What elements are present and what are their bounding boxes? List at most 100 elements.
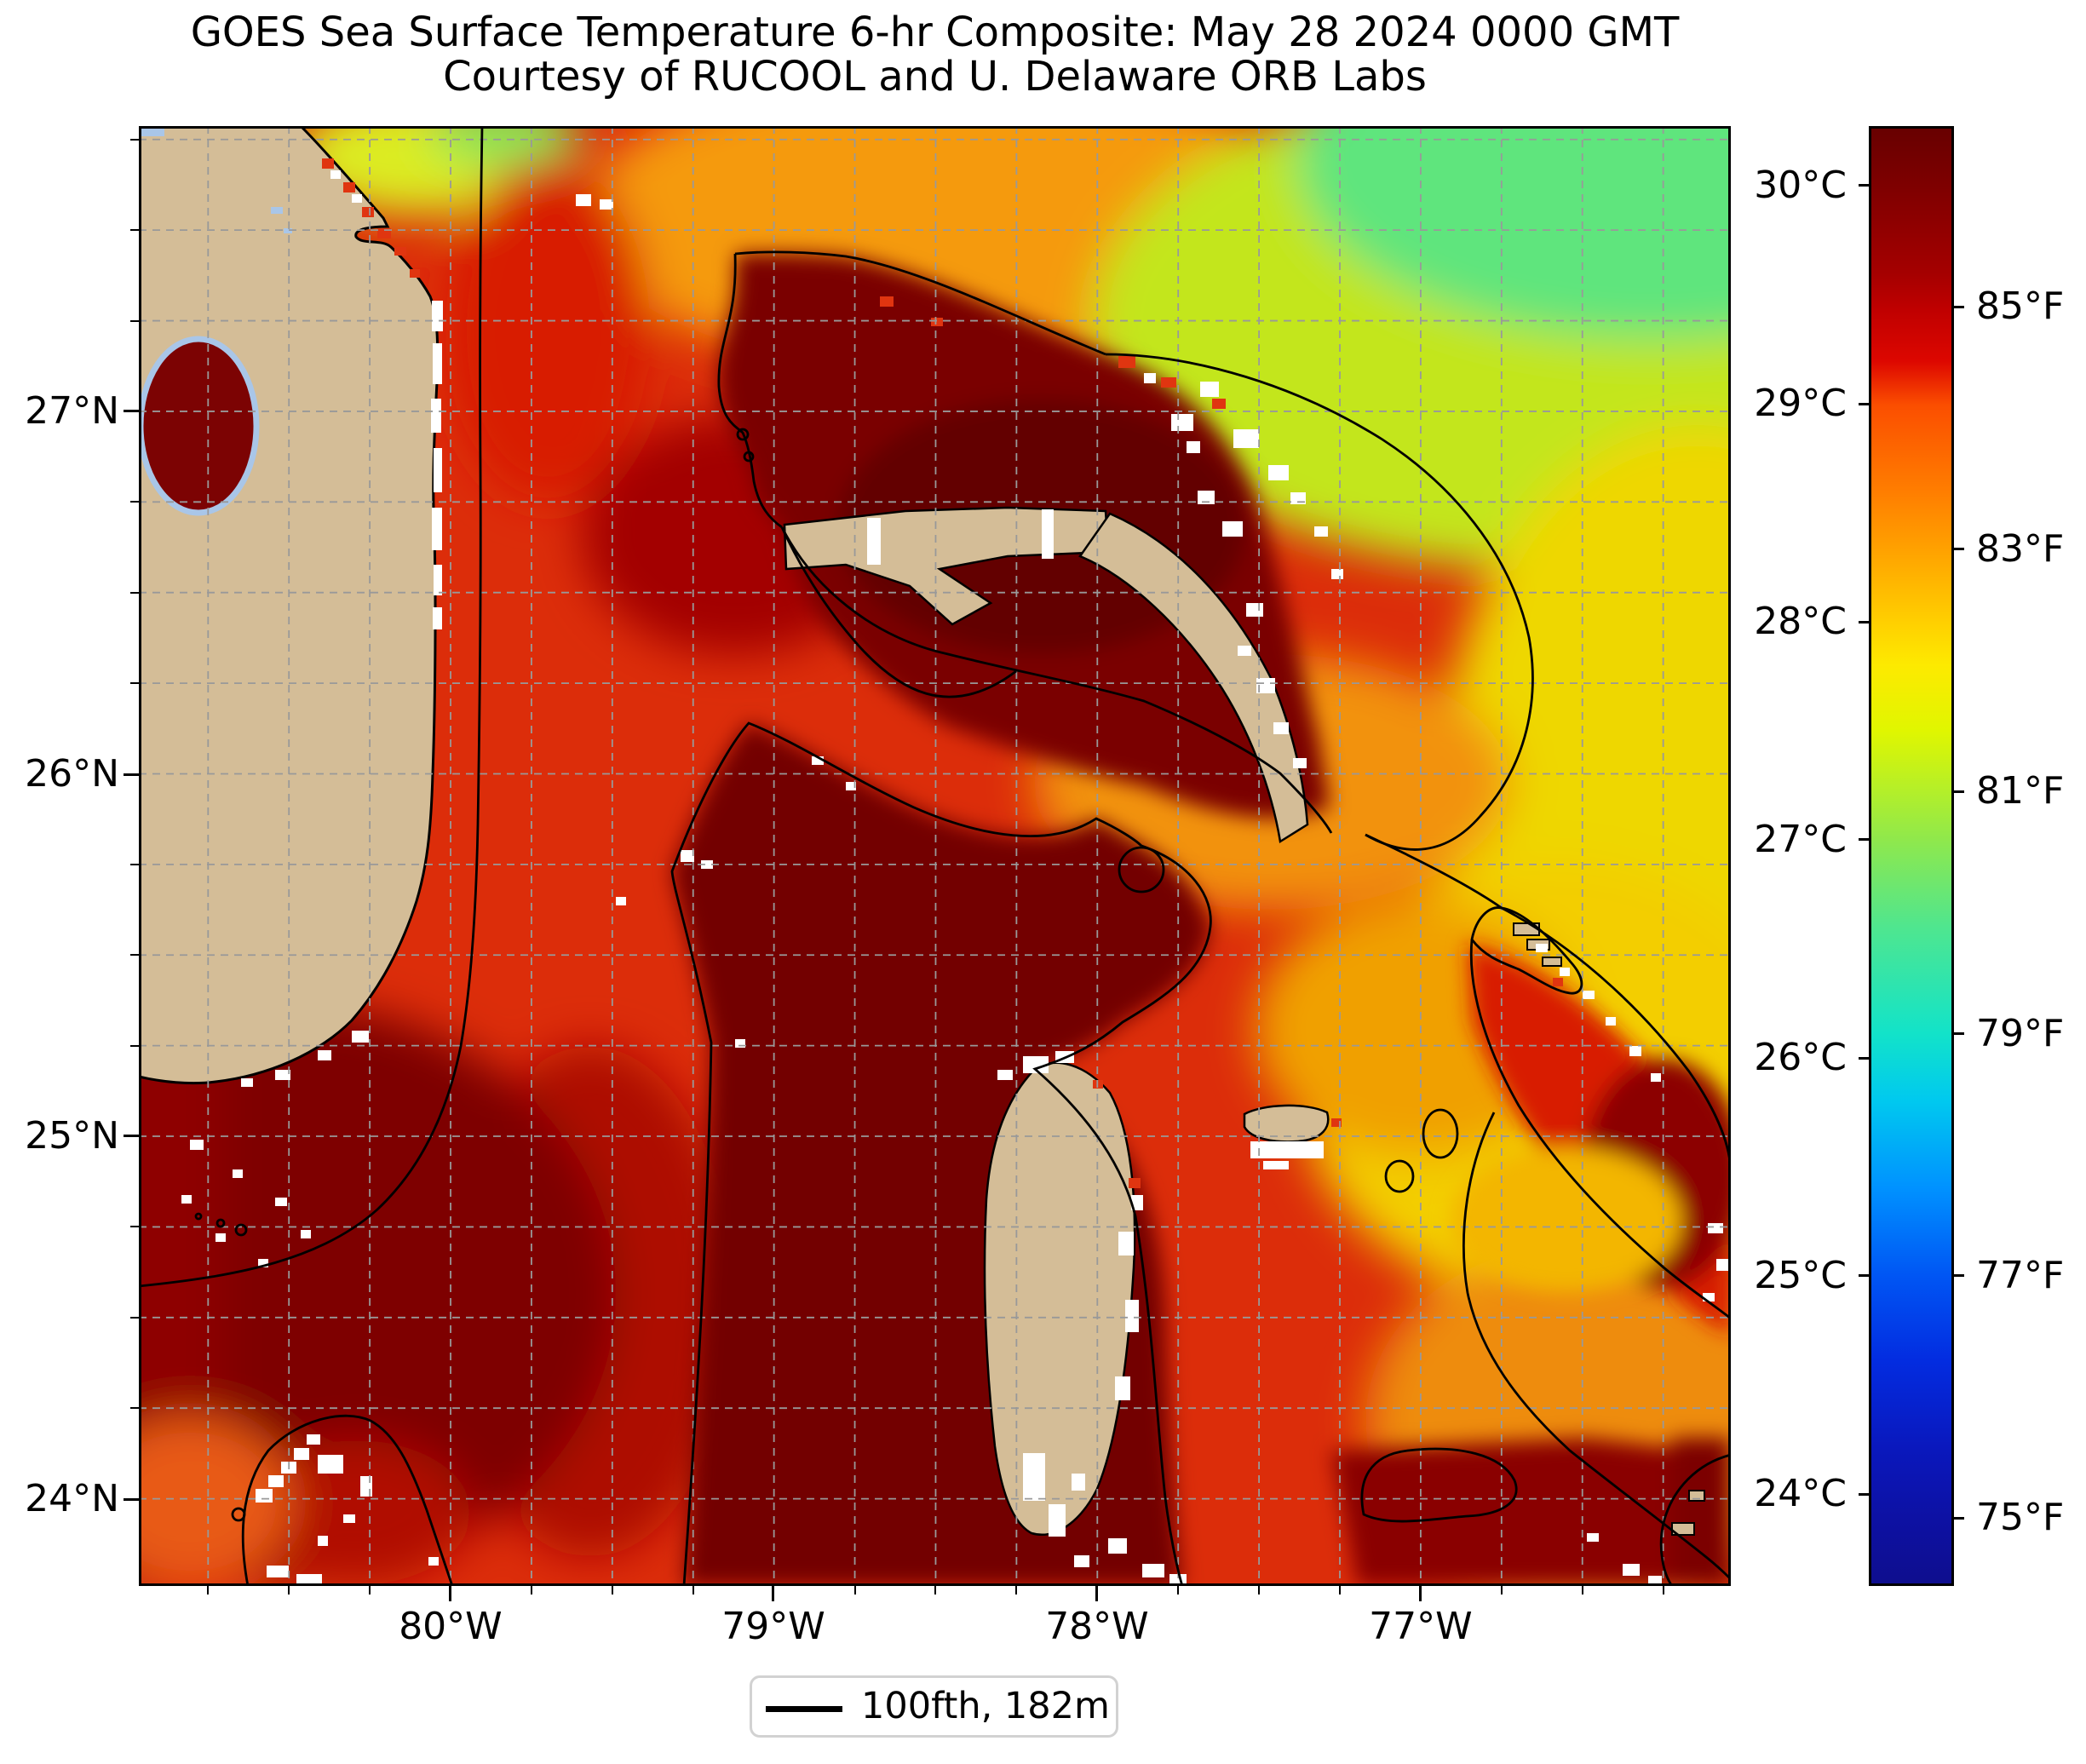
- y-minor-tick: [130, 1407, 139, 1410]
- y-minor-tick: [130, 138, 139, 141]
- colorbar: [1869, 126, 1954, 1586]
- y-major-tick: [124, 1135, 139, 1138]
- y-minor-tick: [130, 1044, 139, 1047]
- colorbar-celsius-label: 28°C: [1754, 600, 1847, 644]
- gbb-arm-andros-contour: [1032, 844, 1212, 1586]
- colorbar-celsius-tick: [1859, 1056, 1869, 1060]
- x-minor-tick: [369, 1586, 371, 1594]
- colorbar-fahrenheit-tick: [1954, 1274, 1964, 1278]
- legend-label: 100fth, 182m: [861, 1685, 1110, 1727]
- x-major-tick: [772, 1586, 775, 1601]
- florida-shelf-contour: [139, 126, 484, 1288]
- x-minor-tick: [1339, 1586, 1341, 1594]
- colorbar-fahrenheit-label: 81°F: [1976, 769, 2065, 813]
- colorbar-celsius-label: 30°C: [1754, 163, 1847, 207]
- y-minor-tick: [130, 1226, 139, 1228]
- lake-okeechobee: [139, 336, 260, 516]
- x-minor-tick: [934, 1586, 937, 1594]
- y-major-tick: [124, 773, 139, 776]
- x-minor-tick: [1581, 1586, 1583, 1594]
- legend-line-sample: [766, 1706, 842, 1712]
- plot-title: GOES Sea Surface Temperature 6-hr Compos…: [190, 9, 1680, 56]
- x-minor-tick: [207, 1586, 210, 1594]
- map-axes: [139, 126, 1731, 1586]
- legend-box: 100fth, 182m: [750, 1675, 1118, 1738]
- colorbar-fahrenheit-tick: [1954, 1032, 1964, 1036]
- y-major-tick: [124, 410, 139, 413]
- y-minor-tick: [130, 501, 139, 503]
- contour-loop-1: [1422, 1108, 1459, 1159]
- colorbar-fahrenheit-label: 75°F: [1976, 1496, 2065, 1540]
- latlon-grid: [139, 126, 1731, 1586]
- colorbar-fahrenheit-label: 85°F: [1976, 284, 2065, 329]
- x-minor-tick: [1015, 1586, 1018, 1594]
- y-tick-label: 24°N: [25, 1477, 119, 1521]
- x-minor-tick: [853, 1586, 856, 1594]
- y-minor-tick: [130, 682, 139, 685]
- colorbar-celsius-tick: [1859, 1274, 1869, 1278]
- little-bahama-bank-south-contour: [780, 526, 1333, 834]
- y-minor-tick: [130, 229, 139, 232]
- right-edge-contour: [1659, 1453, 1731, 1586]
- colorbar-celsius-tick: [1859, 620, 1869, 623]
- x-minor-tick: [692, 1586, 694, 1594]
- colorbar-celsius-tick: [1859, 184, 1869, 187]
- x-minor-tick: [1662, 1586, 1664, 1594]
- colorbar-fahrenheit-tick: [1954, 790, 1964, 793]
- y-minor-tick: [130, 1316, 139, 1319]
- contour-loop-2: [1384, 1159, 1415, 1193]
- y-minor-tick: [130, 319, 139, 322]
- y-major-tick: [124, 1497, 139, 1501]
- colorbar-fahrenheit-tick: [1954, 1516, 1964, 1520]
- axes-border: [139, 126, 1731, 1586]
- little-bahama-bank-top-contour: [734, 250, 1106, 356]
- colorbar-gradient: [1871, 129, 1951, 1583]
- tongue-of-ocean-eddy-contour: [1118, 846, 1165, 893]
- colorbar-fahrenheit-label: 77°F: [1976, 1253, 2065, 1297]
- exuma-chain-contour: [1462, 1112, 1731, 1580]
- colorbar-fahrenheit-tick: [1954, 305, 1964, 308]
- x-minor-tick: [1500, 1586, 1503, 1594]
- colorbar-celsius-label: 29°C: [1754, 382, 1847, 425]
- y-minor-tick: [130, 863, 139, 865]
- x-tick-label: 80°W: [399, 1605, 503, 1648]
- y-minor-tick: [130, 954, 139, 957]
- great-bahama-bank-contour: [670, 721, 1142, 1586]
- cloud-nodata-pixels: [181, 170, 1730, 1586]
- cay-sal-bank-contour: [241, 1414, 454, 1586]
- x-major-tick: [1095, 1586, 1099, 1601]
- colorbar-celsius-tick: [1859, 402, 1869, 405]
- new-providence-island: [1243, 1104, 1330, 1143]
- x-tick-label: 78°W: [1045, 1605, 1149, 1648]
- sst-map-plot: [139, 126, 1731, 1586]
- exuma-sound-west-contour: [1469, 939, 1731, 1320]
- y-minor-tick: [130, 591, 139, 594]
- grand-bahama-island: [783, 506, 1110, 626]
- y-tick-label: 27°N: [25, 388, 119, 433]
- y-tick-label: 25°N: [25, 1113, 119, 1158]
- colorbar-celsius-label: 27°C: [1754, 817, 1847, 861]
- colorbar-celsius-tick: [1859, 838, 1869, 842]
- x-major-tick: [1419, 1586, 1422, 1601]
- abaco-outer-contour: [1105, 353, 1534, 851]
- isobath-contours: [139, 126, 1731, 1586]
- eleuthera-atlantic-contour: [1365, 833, 1731, 1175]
- little-bahama-bank-west-contour: [717, 253, 783, 529]
- colorbar-celsius-label: 26°C: [1754, 1036, 1847, 1080]
- x-minor-tick: [611, 1586, 613, 1594]
- x-minor-tick: [530, 1586, 532, 1594]
- colorbar-celsius-label: 24°C: [1754, 1472, 1847, 1516]
- plot-subtitle: Courtesy of RUCOOL and U. Delaware ORB L…: [443, 53, 1427, 101]
- x-major-tick: [449, 1586, 452, 1601]
- colorbar-fahrenheit-label: 79°F: [1976, 1011, 2065, 1055]
- colorbar-fahrenheit-tick: [1954, 548, 1964, 551]
- y-tick-label: 26°N: [25, 752, 119, 796]
- colorbar-celsius-label: 25°C: [1754, 1253, 1847, 1297]
- x-tick-label: 79°W: [721, 1605, 825, 1648]
- x-minor-tick: [1258, 1586, 1261, 1594]
- colorbar-fahrenheit-label: 83°F: [1976, 526, 2065, 571]
- x-tick-label: 77°W: [1369, 1605, 1473, 1648]
- abaco-island: [1078, 512, 1309, 844]
- colorbar-celsius-tick: [1859, 1492, 1869, 1496]
